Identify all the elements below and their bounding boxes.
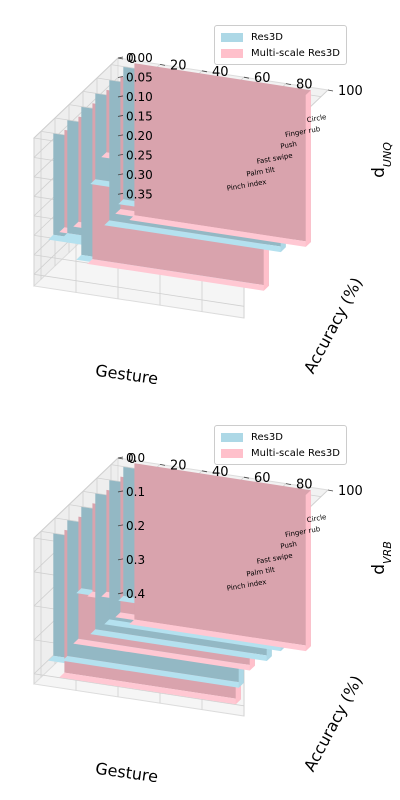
y-tick xyxy=(201,470,208,473)
y-tick-label: 80 xyxy=(296,78,313,93)
bar-top xyxy=(62,656,244,688)
legend-top: Res3D Multi-scale Res3D xyxy=(214,25,347,65)
z-tick xyxy=(117,524,124,527)
z-axis-label: dVRB xyxy=(369,541,394,575)
y-tick xyxy=(117,57,124,60)
z-tick-label: 0.00 xyxy=(126,51,153,65)
y-tick-label: 0 xyxy=(128,452,136,467)
y-tick-label: 80 xyxy=(296,478,313,493)
z-tick xyxy=(117,592,124,595)
y-axis-label: Accuracy (%) xyxy=(300,274,366,376)
bar-top xyxy=(73,638,255,671)
bar-top xyxy=(129,215,311,247)
y-tick xyxy=(201,70,208,73)
z-tick-label: 0.2 xyxy=(126,519,145,533)
legend-swatch-res3d xyxy=(221,32,243,42)
y-tick-label: 60 xyxy=(254,471,271,486)
bar-top xyxy=(87,259,269,291)
z-tick-label: 0.05 xyxy=(126,70,153,84)
bar-front xyxy=(305,90,311,247)
x-tick-label: Push xyxy=(280,140,298,151)
z-tick-label: 0.25 xyxy=(126,148,153,162)
z-tick xyxy=(117,173,124,176)
legend-swatch-multiscale xyxy=(221,448,243,458)
bar-front xyxy=(305,490,311,652)
z-tick-label: 0.0 xyxy=(126,451,145,465)
y-tick-label: 100 xyxy=(338,84,363,99)
y-tick-label: 100 xyxy=(338,484,363,499)
y-tick xyxy=(159,64,166,66)
bar-top xyxy=(90,629,272,661)
x-axis-label: Gesture xyxy=(94,759,159,787)
z-tick xyxy=(117,558,124,561)
z-tick-label: 0.10 xyxy=(126,90,153,104)
grid-line xyxy=(33,673,245,707)
y-tick xyxy=(159,464,166,466)
grid-line xyxy=(33,57,119,139)
x-tick-label: Circle xyxy=(306,513,327,524)
z-tick xyxy=(117,115,124,117)
z-tick-label: 0.35 xyxy=(126,187,153,201)
grid-line xyxy=(33,273,245,307)
y-tick xyxy=(285,83,292,85)
z-tick-label: 0.3 xyxy=(126,553,145,567)
x-axis-label: Gesture xyxy=(94,361,159,389)
grid-line xyxy=(33,77,119,158)
z-tick-label: 0.30 xyxy=(126,168,153,182)
legend-item: Res3D xyxy=(221,29,340,45)
z-tick xyxy=(117,134,124,137)
legend-item: Res3D xyxy=(221,429,340,445)
bar-side xyxy=(134,63,311,243)
y-tick-label: 40 xyxy=(212,65,229,80)
y-tick xyxy=(327,89,334,92)
z-tick-label: 0.4 xyxy=(126,587,145,601)
legend-label: Multi-scale Res3D xyxy=(251,447,340,459)
bar-top xyxy=(104,220,286,253)
z-tick-label: 0.1 xyxy=(126,485,145,499)
legend-item: Multi-scale Res3D xyxy=(221,45,340,61)
z-tick xyxy=(117,76,124,78)
legend-bottom: Res3D Multi-scale Res3D xyxy=(214,425,347,465)
bar-top xyxy=(129,619,311,652)
z-tick xyxy=(117,490,124,493)
y-tick-label: 40 xyxy=(212,465,229,480)
legend-label: Multi-scale Res3D xyxy=(251,47,340,59)
y-tick xyxy=(327,489,334,492)
bar xyxy=(129,63,311,247)
bar-top xyxy=(59,672,241,705)
z-axis-label: dUNQ xyxy=(369,142,394,178)
bar xyxy=(129,463,311,652)
y-tick xyxy=(285,483,292,485)
y-tick-label: 20 xyxy=(170,58,187,73)
z-tick xyxy=(117,95,124,98)
y-tick-label: 20 xyxy=(170,458,187,473)
z-tick xyxy=(117,153,124,156)
legend-swatch-multiscale xyxy=(221,48,243,58)
y-tick-label: 60 xyxy=(254,71,271,86)
grid-line xyxy=(33,457,119,539)
chart-udq: 0.00 0.05 0.10 0.15 0.20 0.25 0.30 0.35 0 20 40 60 8… xyxy=(32,51,394,389)
bar-side xyxy=(134,463,311,647)
x-tick-label: Circle xyxy=(306,113,327,124)
z-tick-label: 0.15 xyxy=(126,109,153,123)
y-axis-label: Accuracy (%) xyxy=(300,672,366,774)
legend-label: Res3D xyxy=(251,431,283,443)
legend-label: Res3D xyxy=(251,31,283,43)
y-tick xyxy=(243,476,250,479)
y-tick-label: 0 xyxy=(128,52,136,67)
y-tick xyxy=(243,76,250,79)
x-tick-label: Push xyxy=(280,540,298,551)
legend-item: Multi-scale Res3D xyxy=(221,445,340,461)
z-tick-label: 0.20 xyxy=(126,129,153,143)
y-tick xyxy=(117,457,124,460)
legend-swatch-res3d xyxy=(221,432,243,442)
z-tick xyxy=(117,192,124,195)
